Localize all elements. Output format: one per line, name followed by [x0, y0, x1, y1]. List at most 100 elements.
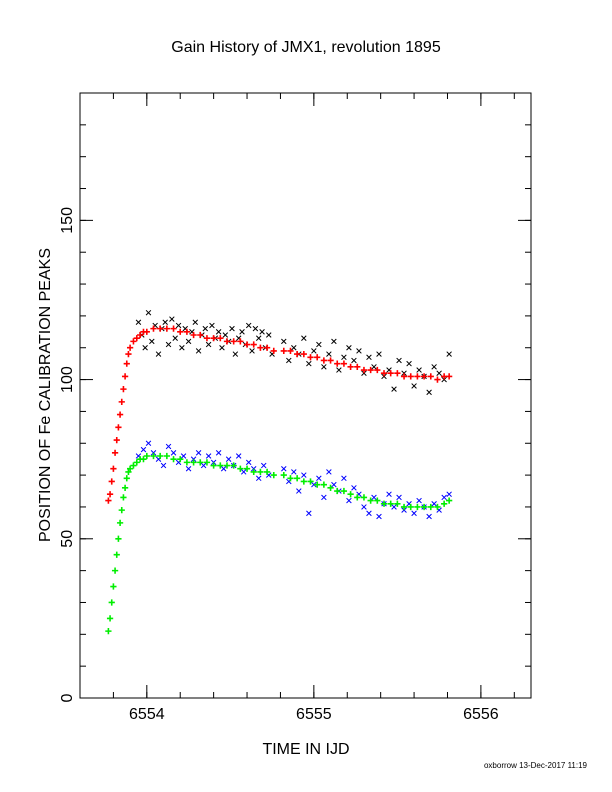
data-point	[391, 504, 397, 510]
y-tick-label: 0	[59, 693, 76, 702]
data-point	[123, 475, 130, 482]
data-point	[316, 341, 322, 348]
data-point	[192, 319, 199, 326]
data-point	[210, 459, 217, 466]
data-point	[394, 370, 401, 377]
data-point	[197, 331, 204, 339]
data-point	[381, 373, 387, 380]
data-point	[351, 357, 357, 364]
footer-credit: oxborrow 13-Dec-2017 11:19	[484, 761, 588, 770]
data-point	[243, 465, 251, 472]
data-point	[360, 366, 368, 374]
data-point	[366, 354, 372, 361]
data-point	[301, 335, 307, 341]
data-point	[205, 453, 212, 459]
data-point	[387, 370, 394, 377]
x-tick-label: 6554	[129, 706, 165, 723]
data-point	[354, 363, 361, 370]
data-point	[281, 465, 287, 472]
data-point	[177, 456, 184, 463]
data-point	[195, 450, 202, 456]
data-point	[436, 370, 442, 376]
data-point	[446, 351, 452, 357]
data-point	[414, 503, 421, 511]
data-point	[183, 328, 191, 335]
data-point	[203, 459, 211, 466]
x-tick-label: 6555	[296, 706, 332, 723]
data-point	[222, 332, 229, 338]
data-point	[223, 462, 231, 469]
data-point	[340, 487, 348, 495]
data-point	[205, 341, 212, 348]
data-point	[394, 500, 401, 507]
data-point	[416, 497, 422, 504]
data-point	[427, 503, 434, 511]
data-point	[111, 567, 119, 574]
data-point	[311, 481, 317, 488]
y-tick-label: 150	[59, 207, 76, 234]
data-point	[446, 373, 453, 380]
data-point	[380, 500, 388, 507]
data-point	[250, 468, 257, 476]
data-point	[387, 500, 394, 507]
data-point	[135, 319, 142, 326]
data-point	[118, 507, 125, 514]
data-point	[367, 497, 374, 504]
data-point	[347, 363, 354, 370]
data-point	[281, 338, 287, 345]
data-point	[237, 338, 244, 345]
data-point	[217, 335, 224, 342]
data-point	[202, 325, 209, 332]
data-point	[294, 475, 301, 482]
data-point	[115, 535, 122, 542]
data-point	[376, 513, 382, 520]
data-point	[431, 364, 437, 370]
data-point	[169, 316, 175, 322]
data-point	[334, 360, 341, 367]
series-2	[105, 325, 453, 504]
data-point	[356, 348, 362, 354]
data-point	[376, 351, 382, 357]
data-point	[160, 462, 167, 469]
data-point	[407, 373, 414, 380]
data-point	[185, 338, 192, 345]
data-point	[185, 465, 192, 472]
data-point	[301, 472, 307, 478]
data-point	[434, 376, 441, 383]
data-point	[414, 373, 421, 380]
data-point	[157, 452, 164, 460]
data-point	[183, 459, 191, 466]
data-point	[120, 386, 127, 393]
data-point	[223, 338, 231, 345]
data-point	[108, 478, 115, 485]
data-point	[374, 366, 381, 374]
data-point	[263, 468, 271, 476]
data-point	[190, 459, 197, 466]
data-point	[157, 325, 164, 332]
data-point	[232, 351, 239, 357]
data-point	[190, 331, 197, 339]
data-point	[311, 348, 317, 354]
data-point	[411, 383, 417, 389]
data-point	[177, 328, 184, 335]
data-point	[371, 364, 377, 370]
data-point	[371, 494, 377, 501]
data-point	[113, 436, 120, 444]
y-tick-label: 50	[59, 530, 76, 548]
data-point	[314, 354, 321, 361]
x-tick-label: 6556	[463, 706, 499, 723]
data-point	[334, 487, 341, 495]
data-point	[396, 357, 402, 364]
data-point	[296, 488, 302, 494]
data-point	[210, 462, 217, 469]
data-point	[367, 366, 374, 374]
data-point	[230, 338, 237, 345]
data-point	[113, 551, 120, 558]
data-point	[215, 450, 222, 456]
axis-ticks	[79, 92, 531, 699]
data-point	[243, 341, 251, 348]
data-point	[321, 494, 327, 501]
data-point	[245, 459, 252, 466]
data-point	[115, 424, 122, 431]
